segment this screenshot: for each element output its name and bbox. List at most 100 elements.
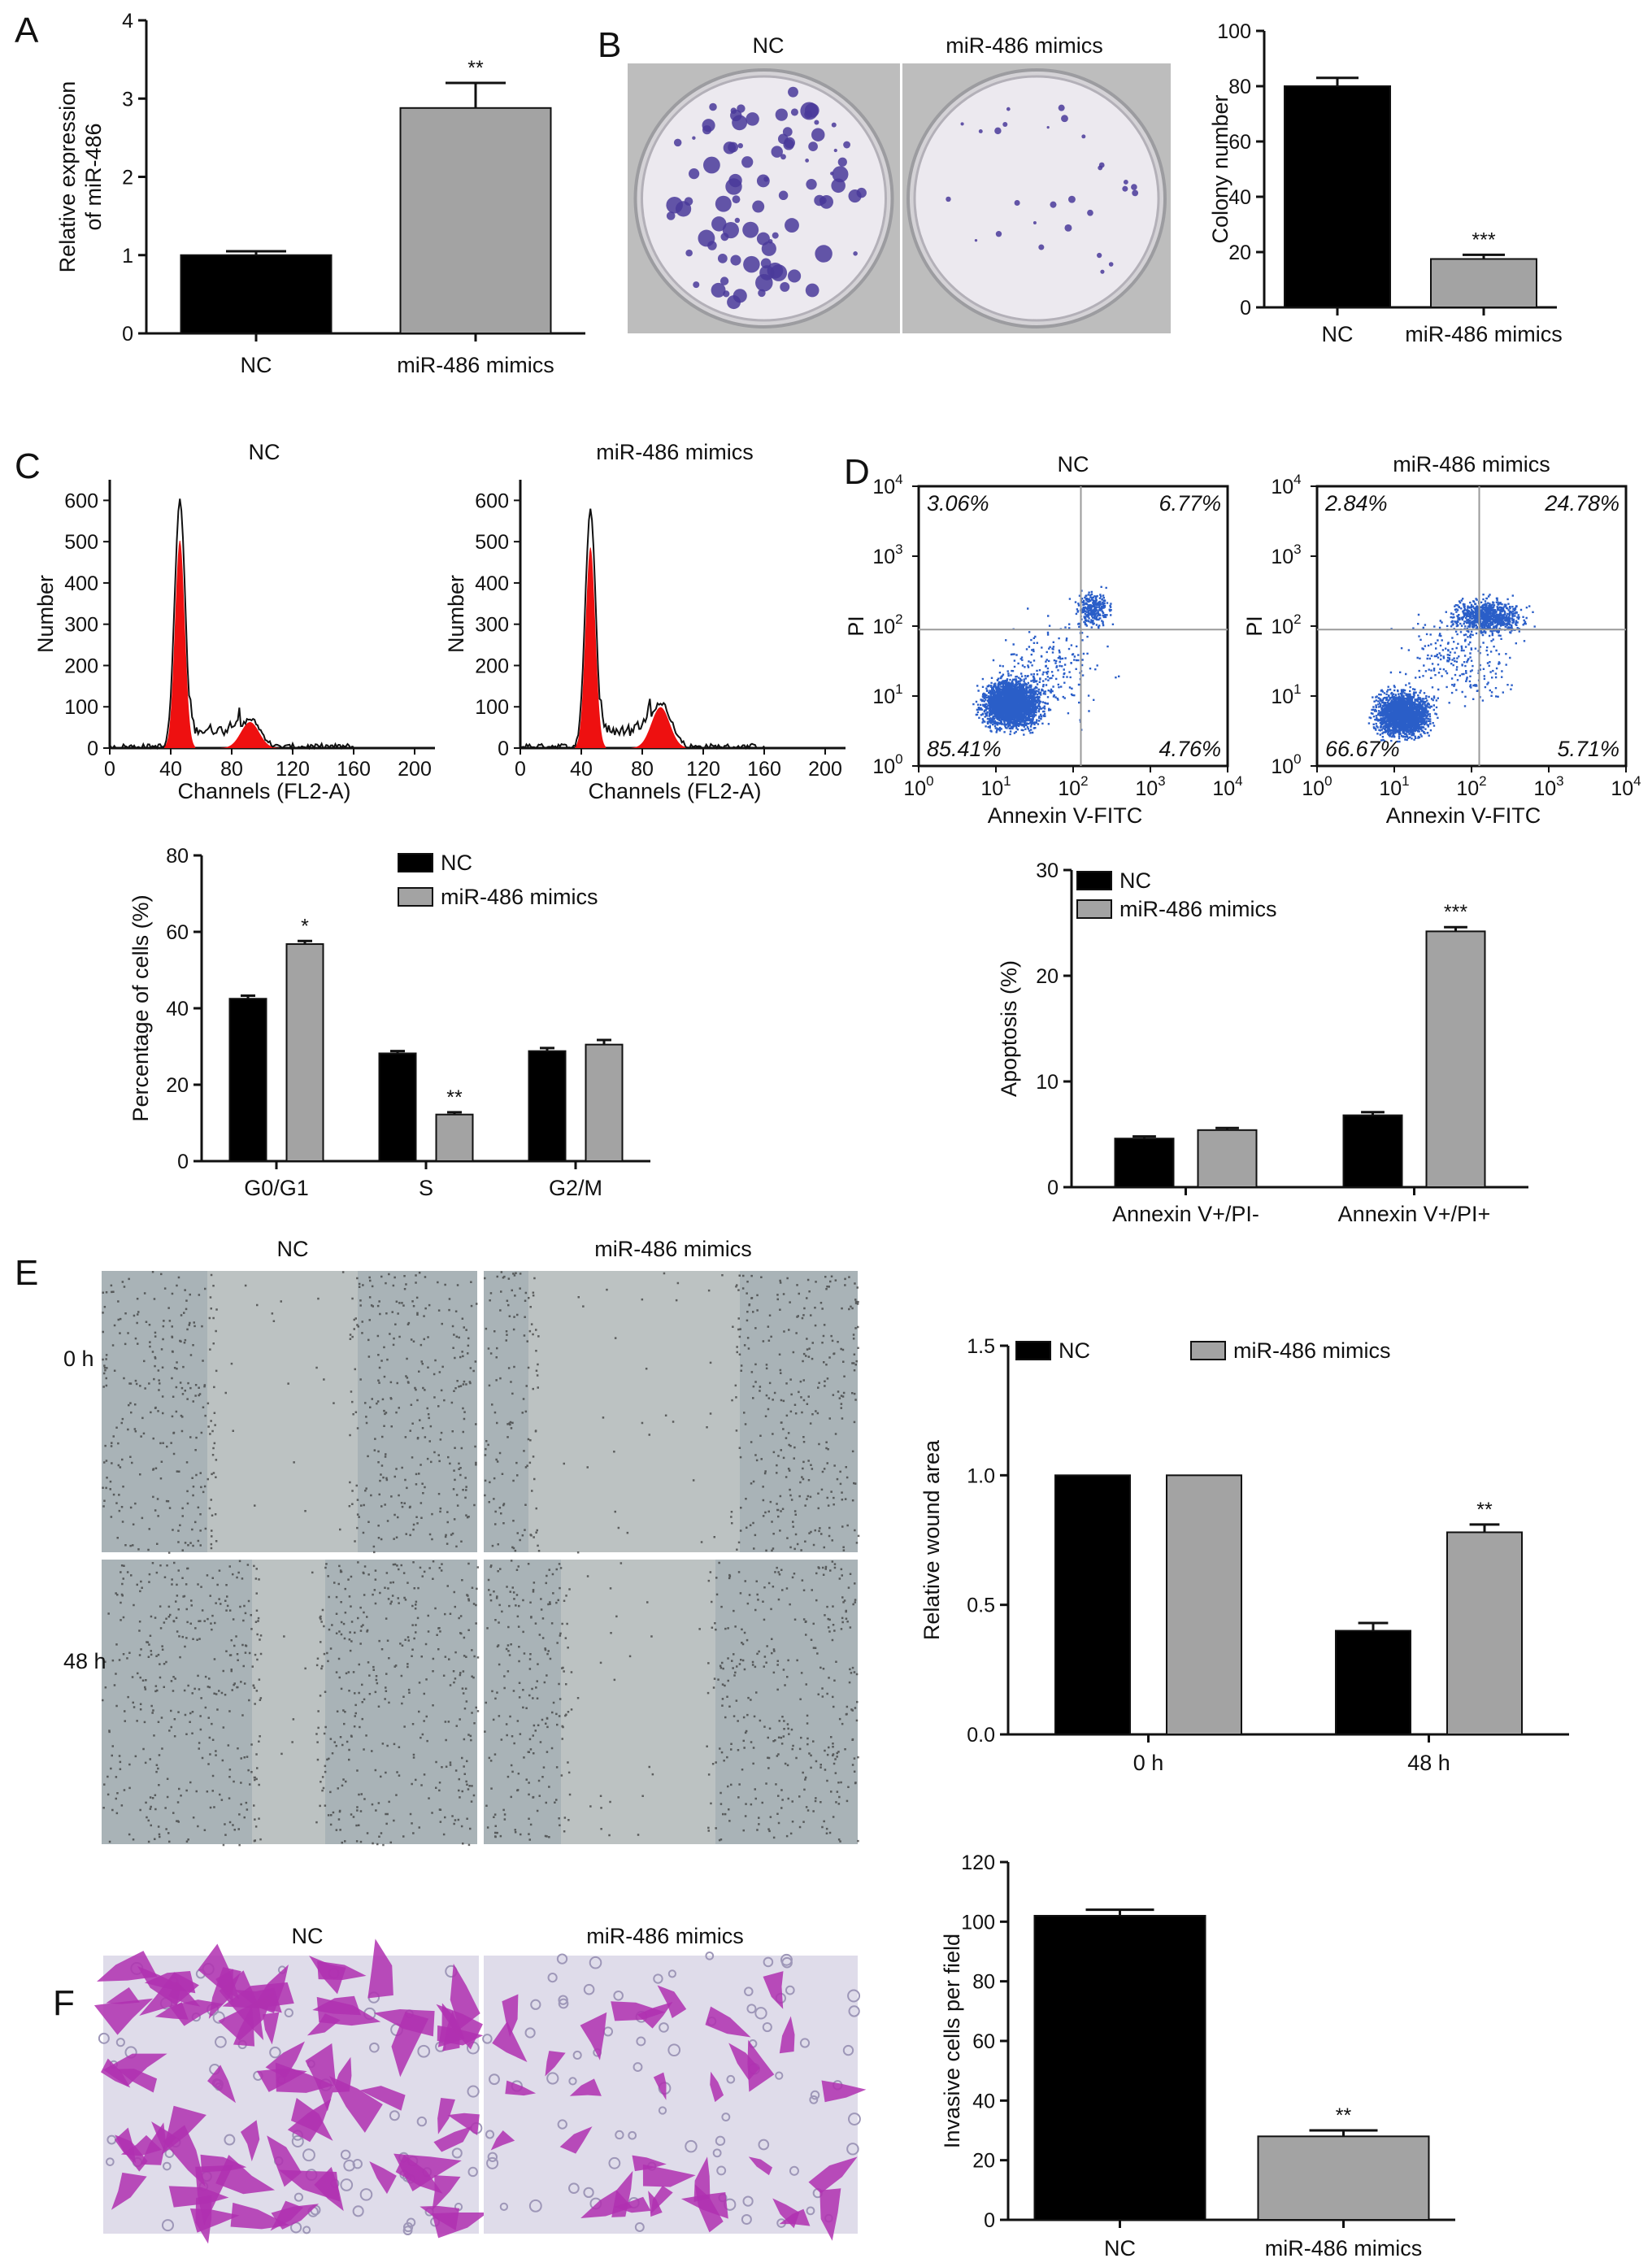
colony-dot bbox=[833, 148, 837, 153]
chart-D-bar: 0 10 20 30 Apoptosis (%) Annexin V+/PI- *** Ann… bbox=[997, 859, 1528, 1226]
stained-cell bbox=[436, 2004, 483, 2050]
colony-dot bbox=[741, 156, 754, 168]
colony-dot bbox=[730, 107, 737, 114]
y-axis-label: Colony number bbox=[1208, 94, 1232, 243]
legend-label: miR-486 mimics bbox=[1119, 897, 1277, 921]
stained-cell bbox=[93, 1998, 154, 2035]
colony-dot bbox=[719, 276, 729, 285]
pore bbox=[467, 2085, 480, 2098]
stained-cell bbox=[198, 1943, 240, 1999]
x-tick-label: G2/M bbox=[549, 1176, 602, 1200]
pore bbox=[106, 2157, 115, 2166]
bar-48 h bbox=[1446, 1531, 1523, 1735]
stained-cell bbox=[642, 2164, 696, 2187]
panel-b-photos bbox=[628, 63, 1171, 333]
colony-dot bbox=[805, 159, 810, 163]
stained-cell bbox=[650, 2185, 673, 2214]
g2-peak-fill bbox=[220, 722, 280, 748]
x-tick-label: NC bbox=[1322, 322, 1354, 346]
pore bbox=[568, 2182, 580, 2195]
x-tick-label: miR-486 mimics bbox=[397, 353, 554, 377]
colony-dot bbox=[804, 102, 819, 118]
pore bbox=[530, 1999, 541, 2010]
chart-F: 0 20 40 60 80 100 120 Invasive cells per field N… bbox=[940, 1851, 1455, 2260]
pore bbox=[417, 2044, 431, 2058]
x-tick-label: 104 bbox=[1212, 773, 1242, 800]
y-tick-label: 30 bbox=[1036, 859, 1059, 882]
colony-dot bbox=[728, 141, 738, 153]
exponent: 2 bbox=[1479, 773, 1486, 789]
pore bbox=[284, 2008, 293, 2018]
stained-cell bbox=[393, 2153, 462, 2191]
y-tick-label: 300 bbox=[64, 614, 98, 637]
x-tick-label: 0 h bbox=[1133, 1751, 1164, 1775]
x-tick-label: 102 bbox=[1058, 773, 1088, 800]
x-tick-label: miR-486 mimics bbox=[1405, 322, 1563, 346]
wound-gap bbox=[528, 1271, 740, 1552]
exponent: 0 bbox=[926, 773, 933, 789]
y-axis-label: PI bbox=[844, 616, 868, 637]
colony-dot bbox=[693, 281, 700, 289]
stained-cell bbox=[728, 2043, 760, 2081]
pore bbox=[659, 2022, 669, 2033]
pore bbox=[115, 2038, 125, 2047]
cell-specks bbox=[102, 1271, 478, 1554]
stained-cell bbox=[309, 1956, 346, 1995]
pore bbox=[613, 1990, 624, 2001]
colony-dot bbox=[1068, 195, 1076, 203]
stained-cell bbox=[391, 2012, 429, 2078]
pore bbox=[558, 1998, 569, 2009]
colony-dot bbox=[843, 141, 851, 149]
colony-dot bbox=[1002, 121, 1008, 128]
y-tick-label: 400 bbox=[475, 572, 509, 595]
x-tick-label: 48 h bbox=[1407, 1751, 1450, 1775]
legend-label: NC bbox=[1119, 868, 1151, 893]
colony-dot bbox=[790, 108, 798, 116]
histogram-mimics: miR-486 mimics 0 100 200 300 400 500 600 0 40 80 12… bbox=[444, 440, 846, 803]
pore bbox=[799, 2038, 811, 2048]
stained-cell bbox=[359, 2086, 406, 2111]
stained-cell bbox=[207, 2065, 237, 2104]
colony-dot bbox=[1087, 209, 1093, 216]
y-axis-label: PI bbox=[1242, 616, 1267, 637]
colony-dot bbox=[756, 232, 770, 246]
colony-dot bbox=[814, 120, 819, 125]
bar-Annexin V+/PI- bbox=[1114, 1138, 1175, 1188]
pore bbox=[716, 2165, 727, 2176]
pore bbox=[744, 1986, 754, 1996]
y-axis-label: Number bbox=[33, 575, 58, 653]
bar-G0/G1 bbox=[285, 943, 324, 1163]
stained-cell bbox=[306, 2013, 341, 2036]
y-tick-label: 100 bbox=[1217, 20, 1251, 43]
quadrant-lr-percent: 4.76% bbox=[1159, 737, 1221, 761]
x-tick-label: 40 bbox=[570, 758, 593, 781]
pore bbox=[162, 2161, 172, 2171]
colony-dot bbox=[831, 122, 837, 128]
exponent: 0 bbox=[1293, 751, 1301, 767]
y-axis-label: Relative expression bbox=[55, 81, 80, 273]
stained-cell bbox=[262, 2012, 280, 2045]
stained-cell bbox=[367, 1938, 393, 1999]
colony-dot bbox=[783, 139, 794, 150]
pore bbox=[721, 2113, 731, 2121]
dish-plate bbox=[913, 75, 1160, 322]
photo-label-mimics: miR-486 mimics bbox=[946, 33, 1103, 58]
exponent: 3 bbox=[895, 542, 902, 557]
pore bbox=[485, 2130, 495, 2139]
pore bbox=[785, 1985, 795, 1995]
colony-dot bbox=[760, 258, 772, 269]
pore bbox=[705, 1951, 715, 1960]
y-tick-label: 60 bbox=[1228, 131, 1251, 154]
pore bbox=[499, 2202, 509, 2211]
significance-mark: *** bbox=[1472, 228, 1495, 251]
colony-dot bbox=[974, 238, 978, 242]
stained-cell bbox=[139, 1972, 199, 2016]
legend-swatch bbox=[1190, 1341, 1226, 1360]
pore bbox=[467, 2166, 478, 2178]
panel-letter-b: B bbox=[598, 25, 621, 65]
pore bbox=[402, 2221, 414, 2233]
colony-dot bbox=[1046, 126, 1050, 129]
colony-dot bbox=[788, 86, 798, 98]
colony-dot bbox=[1014, 199, 1020, 206]
colony-dot bbox=[730, 255, 741, 266]
